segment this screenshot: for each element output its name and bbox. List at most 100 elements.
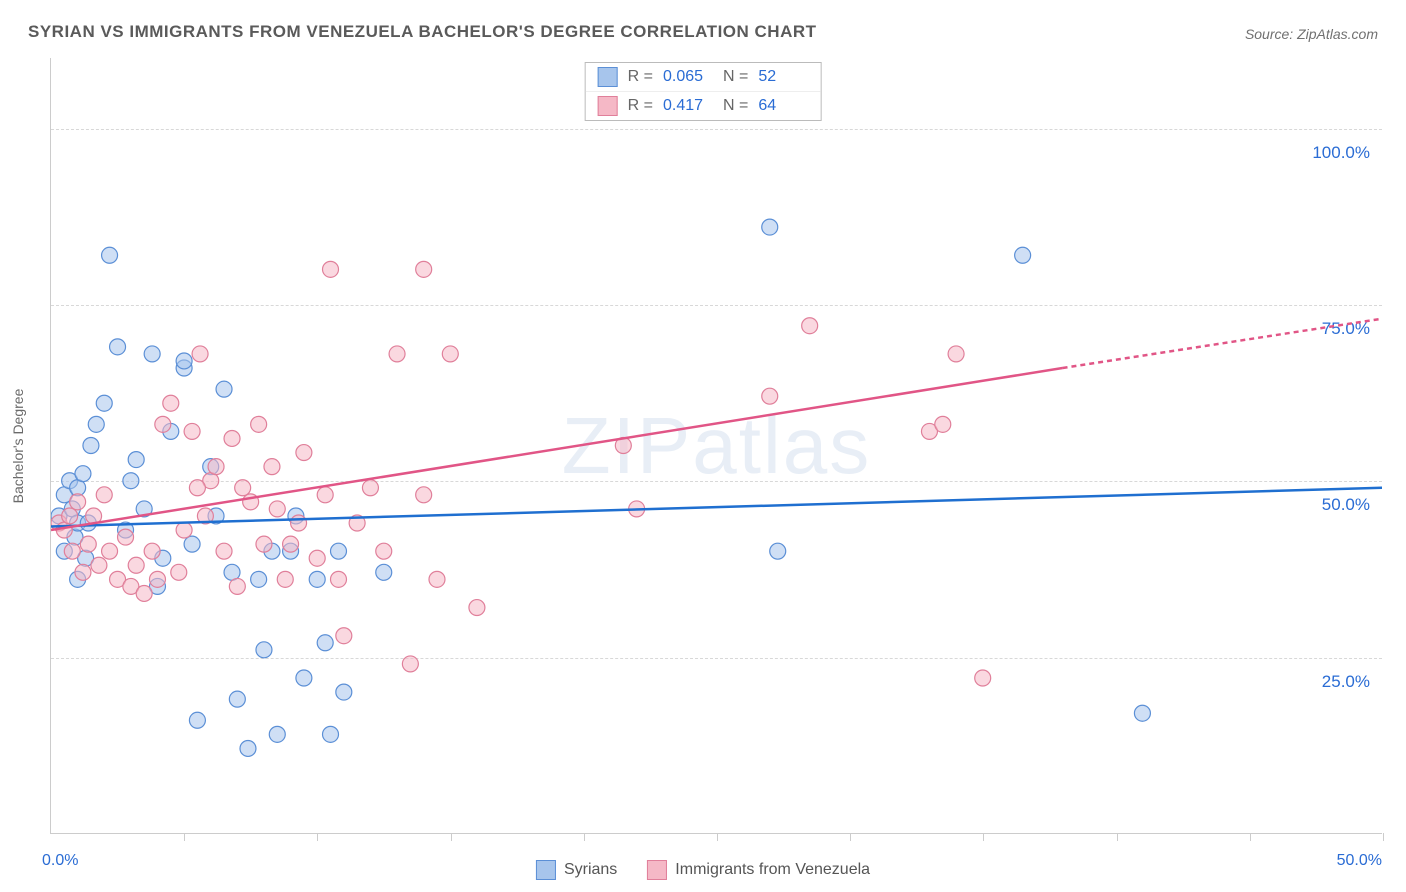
data-point — [149, 571, 165, 587]
data-point — [75, 466, 91, 482]
plot-area: ZIPatlas 25.0%50.0%75.0%100.0% — [50, 58, 1382, 834]
data-point — [336, 628, 352, 644]
data-point — [416, 487, 432, 503]
data-point — [402, 656, 418, 672]
x-axis-max-label: 50.0% — [1337, 852, 1382, 870]
data-point — [802, 318, 818, 334]
data-point — [128, 452, 144, 468]
data-point — [935, 416, 951, 432]
data-point — [136, 585, 152, 601]
r-label: R = — [628, 97, 653, 115]
data-point — [416, 261, 432, 277]
legend-label: Immigrants from Venezuela — [675, 861, 870, 879]
legend-row-syrians: R = 0.065 N = 52 — [586, 63, 821, 91]
data-point — [102, 247, 118, 263]
data-point — [184, 423, 200, 439]
data-point — [96, 395, 112, 411]
data-point — [975, 670, 991, 686]
data-point — [317, 635, 333, 651]
data-point — [948, 346, 964, 362]
data-point — [110, 339, 126, 355]
data-point — [176, 353, 192, 369]
data-point — [229, 691, 245, 707]
swatch-blue — [598, 67, 618, 87]
x-axis-min-label: 0.0% — [42, 852, 78, 870]
data-point — [189, 712, 205, 728]
trend-line — [51, 368, 1063, 530]
data-point — [251, 571, 267, 587]
legend-series: Syrians Immigrants from Venezuela — [536, 860, 870, 880]
data-point — [429, 571, 445, 587]
swatch-blue — [536, 860, 556, 880]
data-point — [442, 346, 458, 362]
swatch-pink — [598, 96, 618, 116]
data-point — [251, 416, 267, 432]
data-point — [1134, 705, 1150, 721]
data-point — [155, 416, 171, 432]
r-value: 0.065 — [663, 68, 713, 86]
data-point — [235, 480, 251, 496]
n-label: N = — [723, 68, 748, 86]
x-tick — [451, 833, 452, 841]
data-point — [192, 346, 208, 362]
legend-correlation: R = 0.065 N = 52 R = 0.417 N = 64 — [585, 62, 822, 121]
data-point — [118, 529, 134, 545]
data-point — [75, 564, 91, 580]
chart-container: SYRIAN VS IMMIGRANTS FROM VENEZUELA BACH… — [0, 0, 1406, 892]
data-point — [336, 684, 352, 700]
x-tick — [1383, 833, 1384, 841]
data-point — [216, 381, 232, 397]
data-point — [83, 438, 99, 454]
data-point — [762, 388, 778, 404]
data-point — [291, 515, 307, 531]
swatch-pink — [647, 860, 667, 880]
legend-row-venezuela: R = 0.417 N = 64 — [586, 91, 821, 120]
data-point — [309, 571, 325, 587]
data-point — [171, 564, 187, 580]
data-point — [264, 459, 280, 475]
data-point — [256, 642, 272, 658]
data-point — [256, 536, 272, 552]
data-point — [277, 571, 293, 587]
data-point — [102, 543, 118, 559]
data-point — [309, 550, 325, 566]
data-point — [469, 600, 485, 616]
data-point — [216, 543, 232, 559]
data-point — [376, 543, 392, 559]
data-point — [389, 346, 405, 362]
data-point — [362, 480, 378, 496]
data-point — [229, 578, 245, 594]
data-point — [96, 487, 112, 503]
x-tick — [1117, 833, 1118, 841]
chart-title: SYRIAN VS IMMIGRANTS FROM VENEZUELA BACH… — [28, 22, 817, 42]
r-label: R = — [628, 68, 653, 86]
source-label: Source: ZipAtlas.com — [1245, 26, 1378, 42]
data-point — [88, 416, 104, 432]
x-tick — [1250, 833, 1251, 841]
x-tick — [317, 833, 318, 841]
data-point — [331, 571, 347, 587]
data-point — [80, 536, 96, 552]
legend-item-venezuela: Immigrants from Venezuela — [647, 860, 870, 880]
plot-svg — [51, 58, 1382, 833]
x-tick — [717, 833, 718, 841]
data-point — [176, 522, 192, 538]
data-point — [240, 740, 256, 756]
data-point — [208, 459, 224, 475]
data-point — [64, 543, 80, 559]
data-point — [376, 564, 392, 580]
data-point — [296, 445, 312, 461]
data-point — [189, 480, 205, 496]
data-point — [144, 346, 160, 362]
data-point — [144, 543, 160, 559]
x-tick — [184, 833, 185, 841]
x-tick — [850, 833, 851, 841]
data-point — [269, 726, 285, 742]
data-point — [770, 543, 786, 559]
r-value: 0.417 — [663, 97, 713, 115]
trend-line — [1063, 319, 1382, 368]
data-point — [224, 430, 240, 446]
data-point — [323, 261, 339, 277]
data-point — [128, 557, 144, 573]
data-point — [762, 219, 778, 235]
